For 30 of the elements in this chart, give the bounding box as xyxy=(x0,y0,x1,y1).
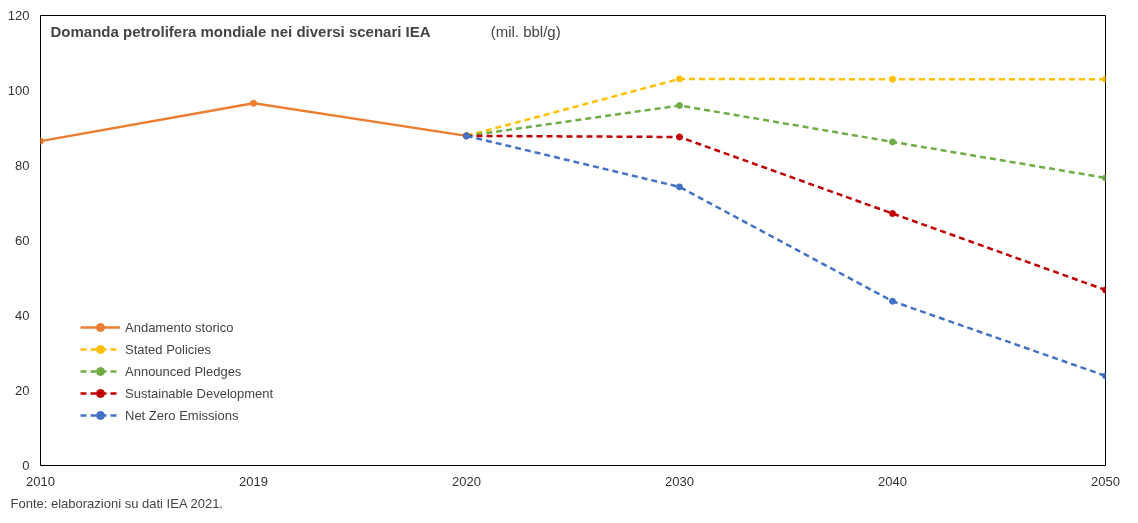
x-tick-label: 2040 xyxy=(878,473,907,489)
y-tick-label: 120 xyxy=(7,8,30,23)
point xyxy=(889,210,896,217)
point xyxy=(250,99,257,107)
y-tick-label: 20 xyxy=(15,383,30,398)
x-tick-label: 2020 xyxy=(452,473,481,489)
legend-label: Andamento storico xyxy=(125,319,234,335)
legend-label: Stated Policies xyxy=(125,341,211,357)
point xyxy=(676,102,683,109)
y-tick-label: 40 xyxy=(15,308,30,323)
point xyxy=(889,75,896,83)
y-tick-label: 100 xyxy=(7,83,30,98)
x-tick-label: 2010 xyxy=(26,473,55,489)
x-tick-label: 2030 xyxy=(665,473,694,489)
point xyxy=(676,133,683,141)
source-note: Fonte: elaborazioni su dati IEA 2021. xyxy=(10,495,223,511)
point xyxy=(676,75,683,83)
y-tick-label: 80 xyxy=(15,158,30,173)
text: Domanda petrolifera mondiale nei diversi scenari IEA xyxy=(50,23,431,40)
y-tick-label: 0 xyxy=(22,458,30,473)
legend-label: Sustainable Development xyxy=(125,385,274,401)
point xyxy=(889,138,896,146)
x-tick-label: 2019 xyxy=(239,473,268,489)
point xyxy=(676,183,683,191)
text: (mil. bbl/g) xyxy=(490,23,561,40)
legend-label: Net Zero Emissions xyxy=(125,407,239,423)
point xyxy=(889,297,896,305)
legend-label: Announced Pledges xyxy=(125,363,242,379)
y-tick-label: 60 xyxy=(15,233,30,248)
x-tick-label: 2050 xyxy=(1091,473,1120,489)
